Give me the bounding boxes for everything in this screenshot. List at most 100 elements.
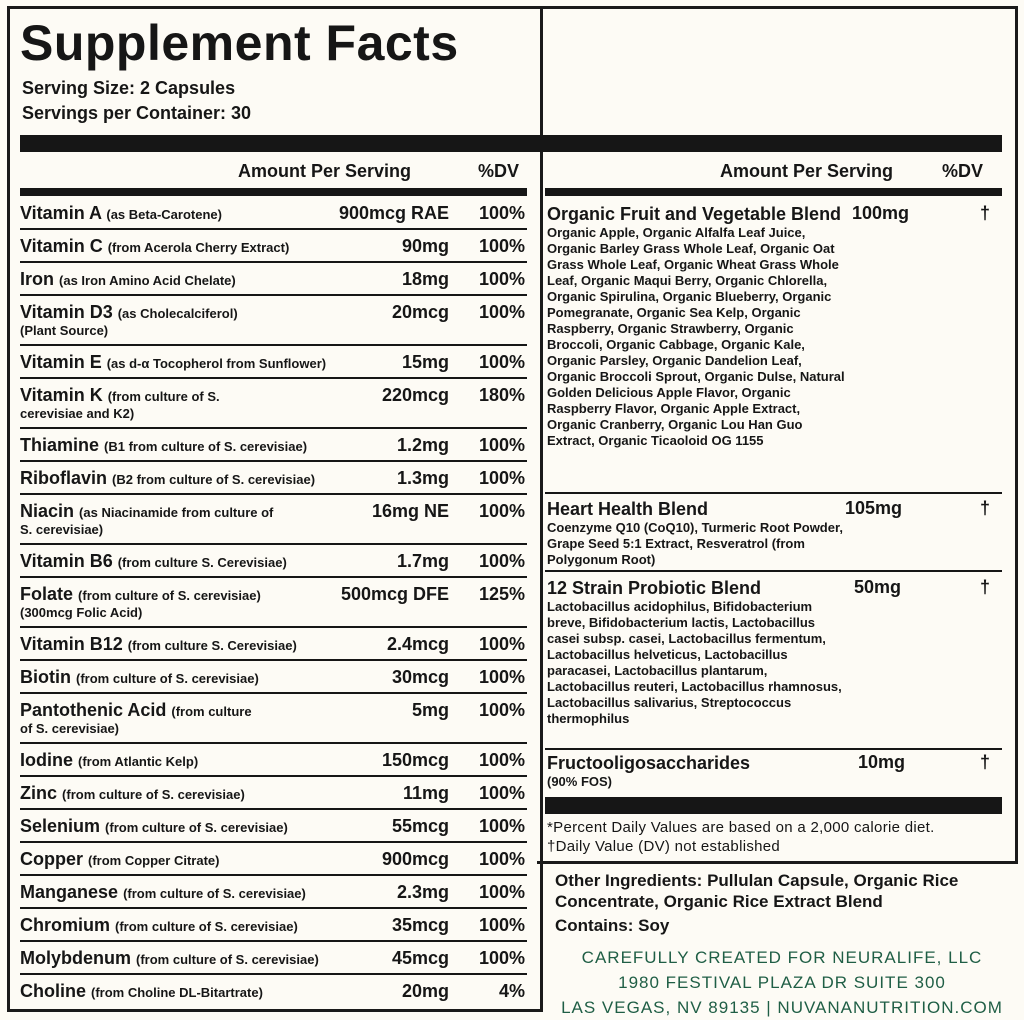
nutrient-amount: 11mg (402, 783, 449, 803)
blend-row: Heart Health Blend Coenzyme Q10 (CoQ10), … (547, 498, 1002, 568)
nutrient-dv: 100% (478, 203, 525, 223)
blend-row: Fructooligosaccharides (90% FOS) 10mg † (547, 752, 1002, 790)
blend-dv: † (979, 577, 990, 597)
nutrient-source: (from Atlantic Kelp) (78, 754, 199, 769)
nutrient-row: Riboflavin (B2 from culture of S. cerevi… (20, 462, 527, 495)
blend-ingredients: Lactobacillus acidophilus, Bifidobacteri… (547, 599, 842, 726)
nutrient-dv: 100% (478, 948, 525, 968)
label-frame (7, 6, 1018, 9)
nutrient-dv: 125% (478, 584, 525, 604)
nutrient-name-text: Molybdenum (20, 948, 131, 968)
row-divider (545, 748, 1002, 750)
nutrient-amount: 35mcg (391, 915, 449, 935)
blend-amount: 105mg (845, 498, 903, 518)
nutrient-dv: 100% (478, 269, 525, 289)
blend-row: Organic Fruit and Vegetable Blend Organi… (547, 203, 1002, 449)
nutrient-amount: 16mg NE (371, 501, 449, 521)
nutrient-row: Vitamin D3 (as Cholecalciferol) (Plant So… (20, 296, 527, 346)
nutrient-amount: 1.3mg (396, 468, 449, 488)
nutrient-source: (from culture of S. cerevisiae) (78, 588, 261, 603)
nutrient-dv: 100% (478, 352, 525, 372)
nutrient-row: Thiamine (B1 from culture of S. cerevisi… (20, 429, 527, 462)
nutrient-name-text: Chromium (20, 915, 110, 935)
blend-row: 12 Strain Probiotic Blend Lactobacillus a… (547, 577, 1002, 727)
nutrient-name-text: Vitamin K (20, 385, 103, 405)
nutrient-source-continued: (300mcg Folic Acid) (20, 605, 143, 620)
nutrient-source-continued: S. cerevisiae) (20, 522, 104, 537)
nutrient-dv: 100% (478, 468, 525, 488)
blend-name: 12 Strain Probiotic Blend (547, 578, 762, 598)
left-thick-divider (20, 188, 527, 196)
nutrient-amount: 30mcg (391, 667, 449, 687)
nutrient-source: (from culture of S. cerevisiae) (76, 671, 259, 686)
nutrient-source: (from culture S. Cerevisiae) (127, 638, 297, 653)
nutrient-amount: 1.7mg (396, 551, 449, 571)
nutrient-name: Molybdenum (from culture of S. cerevisia… (20, 948, 319, 969)
nutrient-source: (from culture of S. cerevisiae) (62, 787, 245, 802)
nutrient-row: Iodine (from Atlantic Kelp) 150mcg 100% (20, 744, 527, 777)
nutrient-dv: 100% (478, 302, 525, 322)
nutrient-name: Iodine (from Atlantic Kelp) (20, 750, 198, 771)
nutrient-name-text: Vitamin B6 (20, 551, 113, 571)
nutrient-name: Vitamin A (as Beta-Carotene) (20, 203, 222, 224)
right-panel-border (537, 6, 1018, 864)
nutrient-name-text: Vitamin A (20, 203, 102, 223)
nutrient-amount: 220mcg (381, 385, 449, 405)
blend-ingredients: Coenzyme Q10 (CoQ10), Turmeric Root Powd… (547, 520, 843, 567)
nutrient-source: (from culture of S. cerevisiae) (136, 952, 319, 967)
manufacturer-line-3: LAS VEGAS, NV 89135 | NUVANANUTRITION.CO… (561, 998, 1003, 1017)
nutrient-name: Folate (from culture of S. cerevisiae) (20, 584, 261, 605)
nutrient-row: Chromium (from culture of S. cerevisiae)… (20, 909, 527, 942)
blend-amount: 50mg (854, 577, 902, 597)
nutrient-amount: 45mcg (391, 948, 449, 968)
nutrient-source: (from culture of S. cerevisiae) (105, 820, 288, 835)
nutrient-row: Vitamin B6 (from culture S. Cerevisiae) 1… (20, 545, 527, 578)
nutrient-name-text: Folate (20, 584, 74, 604)
nutrient-name: Vitamin C (from Acerola Cherry Extract) (20, 236, 289, 257)
blend-ingredients: (90% FOS) (547, 774, 613, 789)
nutrient-name: Copper (from Copper Citrate) (20, 849, 219, 870)
nutrient-name-text: Vitamin B12 (20, 634, 123, 654)
left-amount-header: Amount Per Serving (238, 161, 412, 181)
nutrient-dv: 100% (478, 551, 525, 571)
nutrient-dv: 100% (478, 750, 525, 770)
nutrient-dv: 100% (478, 700, 525, 720)
nutrient-source: (from culture of S. cerevisiae) (115, 919, 298, 934)
serving-size: Serving Size: 2 Capsules (22, 78, 236, 98)
nutrient-name: Niacin (as Niacinamide from culture of (20, 501, 273, 522)
nutrient-name-text: Vitamin E (20, 352, 102, 372)
blend-amount: 100mg (852, 203, 910, 223)
nutrient-name: Vitamin E (as d-α Tocopherol from Sunflo… (20, 352, 326, 373)
nutrient-name-text: Riboflavin (20, 468, 108, 488)
nutrient-name: Thiamine (B1 from culture of S. cerevisi… (20, 435, 307, 456)
nutrient-amount: 90mg (401, 236, 449, 256)
nutrient-name-text: Copper (20, 849, 83, 869)
footnote-divider-bar (545, 797, 1002, 814)
blend-name: Fructooligosaccharides (547, 753, 751, 773)
nutrient-name: Iron (as Iron Amino Acid Chelate) (20, 269, 236, 290)
nutrient-dv: 100% (478, 783, 525, 803)
nutrient-row: Molybdenum (from culture of S. cerevisia… (20, 942, 527, 975)
serving-info: Serving Size: 2 Capsules Servings per Co… (22, 76, 251, 126)
nutrient-dv: 100% (478, 882, 525, 902)
manufacturer-line-1: CAREFULLY CREATED FOR NEURALIFE, LLC (581, 948, 983, 967)
nutrient-amount: 2.3mg (396, 882, 449, 902)
nutrient-name-text: Thiamine (20, 435, 100, 455)
nutrient-dv: 100% (478, 236, 525, 256)
blend-dv: † (979, 752, 990, 772)
right-dv-header: %DV (942, 161, 984, 181)
nutrient-dv: 4% (498, 981, 525, 1001)
nutrient-source: (from culture S. Cerevisiae) (117, 555, 287, 570)
nutrient-name: Vitamin B12 (from culture S. Cerevisiae) (20, 634, 297, 655)
nutrient-source: (as Cholecalciferol) (117, 306, 238, 321)
nutrient-name-text: Vitamin D3 (20, 302, 113, 322)
nutrient-row: Folate (from culture of S. cerevisiae) (3… (20, 578, 527, 628)
nutrient-amount: 900mcg (381, 849, 449, 869)
nutrient-row: Manganese (from culture of S. cerevisiae… (20, 876, 527, 909)
nutrient-amount: 55mcg (391, 816, 449, 836)
nutrient-amount: 900mcg RAE (338, 203, 449, 223)
nutrient-name: Riboflavin (B2 from culture of S. cerevi… (20, 468, 315, 489)
nutrient-row: Biotin (from culture of S. cerevisiae) 30… (20, 661, 527, 694)
nutrient-row: Iron (as Iron Amino Acid Chelate) 18mg 100… (20, 263, 527, 296)
left-panel-border (7, 6, 543, 1012)
